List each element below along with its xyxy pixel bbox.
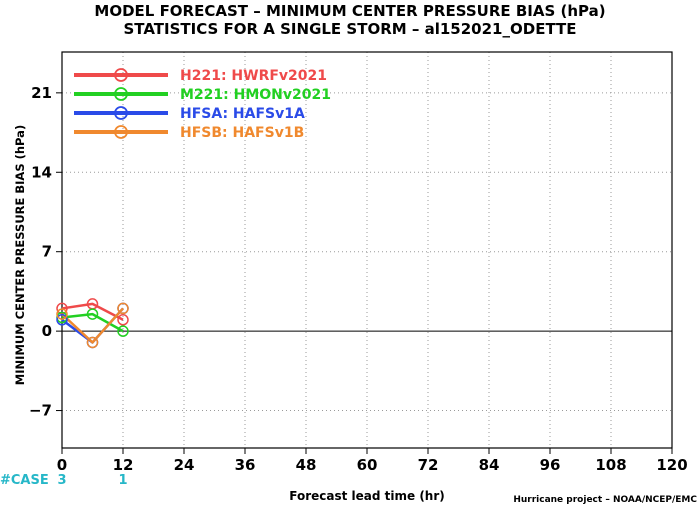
axis-ticks: 0 12 24 36 48 60 72 84 96 108 120 −7 0 7 14 21 [29,84,688,474]
series-lines [56,298,129,349]
legend-label: HFSB: HAFSv1B [180,125,304,141]
legend-swatch-marker [114,87,128,101]
data-point [86,336,99,349]
legend-swatch-marker [114,106,128,120]
data-point [117,325,129,337]
data-point [86,308,99,320]
legend-swatch-marker [114,125,128,139]
data-point [56,302,68,315]
x-tick-label: 12 [113,456,134,474]
x-tick-label: 84 [479,456,500,474]
data-point [56,308,68,320]
chart-subtitle: STATISTICS FOR A SINGLE STORM – al152021… [123,20,576,38]
series-line [61,312,124,333]
data-point [117,302,129,315]
chart-title: MODEL FORECAST – MINIMUM CENTER PRESSURE… [94,2,605,20]
y-tick-label: −7 [29,402,52,420]
data-point [56,314,68,326]
x-tick-label: 0 [57,456,67,474]
legend-label: H221: HWRFv2021 [180,68,327,84]
case-count-value: 1 [118,473,127,488]
y-tick-label: 0 [42,322,52,340]
series-line [61,307,124,344]
x-tick-label: 24 [174,456,195,474]
x-tick-label: 96 [540,456,561,474]
x-tick-label: 48 [296,456,317,474]
x-tick-label: 60 [357,456,378,474]
legend-label: HFSA: HAFSv1A [180,106,305,122]
legend-label: M221: HMONv2021 [180,87,331,103]
x-tick-label: 72 [418,456,439,474]
case-count-value: 3 [57,473,66,488]
credit-text: Hurricane project – NOAA/NCEP/EMC [513,495,697,505]
series-line [61,302,124,321]
data-point [117,314,129,326]
y-tick-label: 14 [31,163,52,181]
y-tick-label: 21 [31,84,52,102]
legend: H221: HWRFv2021 M221: HMONv2021 HFSA: HAFS… [74,68,331,141]
case-count-label: #CASE [0,473,49,488]
x-tick-label: 36 [235,456,256,474]
x-axis-label: Forecast lead time (hr) [289,489,445,503]
legend-swatch-marker [114,68,128,82]
y-axis-label: MINIMUM CENTER PRESSURE BIAS (hPa) [13,125,27,385]
x-tick-label: 108 [595,456,626,474]
x-tick-label: 120 [656,456,687,474]
y-tick-label: 7 [42,243,52,261]
grid-lines [62,52,672,448]
